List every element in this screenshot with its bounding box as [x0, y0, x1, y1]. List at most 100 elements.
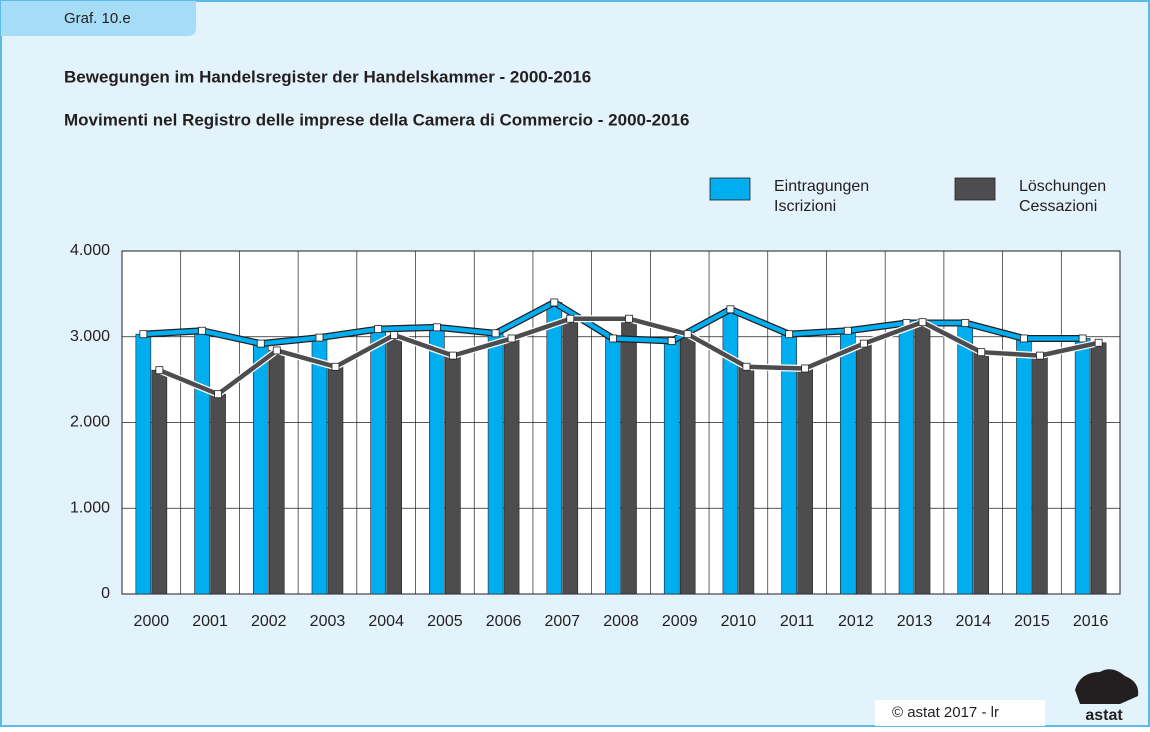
bar [856, 343, 872, 595]
tab [1, 1, 196, 36]
x-tick-label: 2012 [838, 613, 874, 630]
marker [315, 333, 324, 342]
bar [1032, 355, 1048, 595]
bar [503, 338, 520, 595]
bar [973, 351, 990, 595]
marker [566, 314, 575, 323]
x-tick-label: 2013 [897, 613, 933, 630]
marker [742, 362, 751, 371]
y-tick-label: 1.000 [70, 499, 110, 516]
x-tick-label: 2007 [544, 613, 580, 630]
marker [961, 319, 970, 327]
marker [918, 318, 927, 327]
marker [977, 348, 986, 357]
x-tick-label: 2003 [310, 613, 346, 630]
bar [311, 337, 328, 595]
bar [135, 333, 152, 595]
x-tick-label: 2004 [368, 613, 404, 630]
marker [198, 326, 206, 335]
legend-swatch [709, 177, 751, 201]
bar [151, 369, 168, 595]
marker [801, 364, 810, 373]
marker [374, 325, 383, 333]
marker [448, 351, 457, 360]
marker [667, 337, 676, 345]
legend-label: Eintragungen [774, 178, 869, 195]
bar [370, 328, 386, 595]
bar [252, 343, 269, 595]
x-tick-label: 2014 [955, 613, 991, 630]
bar [914, 321, 931, 595]
x-tick-label: 2008 [603, 613, 639, 630]
marker [256, 339, 265, 348]
marker [726, 305, 735, 314]
marker [683, 330, 692, 339]
marker [272, 346, 281, 355]
x-tick-label: 2010 [721, 613, 757, 630]
marker [1094, 338, 1103, 347]
bar [605, 338, 621, 595]
marker [214, 390, 222, 399]
marker [507, 334, 516, 343]
x-tick-label: 2005 [427, 613, 463, 630]
bar [679, 333, 696, 595]
legend-label: Iscrizioni [774, 198, 836, 215]
marker [390, 331, 399, 339]
x-tick-label: 2006 [486, 613, 522, 630]
marker [1020, 334, 1028, 343]
marker [609, 334, 617, 343]
bar [898, 322, 915, 595]
bar [386, 334, 402, 595]
x-tick-label: 2001 [192, 613, 228, 630]
x-tick-label: 2002 [251, 613, 287, 630]
bar [621, 318, 637, 595]
legend-swatch [954, 177, 996, 201]
legend-label: Löschungen [1019, 178, 1106, 195]
bar [797, 368, 813, 595]
bar [429, 327, 445, 595]
x-tick-label: 2009 [662, 613, 698, 630]
marker [491, 329, 500, 338]
bar [546, 302, 563, 595]
bar [445, 355, 461, 595]
bar [194, 330, 210, 595]
bar [663, 340, 680, 595]
marker [155, 366, 164, 375]
legend-label: Cessazioni [1019, 198, 1097, 215]
x-tick-label: 2016 [1073, 613, 1109, 630]
bar [327, 366, 344, 595]
chart-subtitle: Movimenti nel Registro delle imprese del… [64, 110, 689, 129]
bar [487, 333, 504, 595]
logo: astat [1085, 707, 1123, 724]
credit: © astat 2017 - lr [892, 704, 999, 721]
y-tick-label: 0 [101, 585, 110, 602]
marker [550, 298, 559, 307]
marker [139, 330, 148, 339]
marker [1036, 351, 1044, 360]
bar [738, 366, 755, 595]
marker [859, 339, 868, 348]
x-tick-label: 2011 [780, 613, 815, 630]
bar [268, 350, 285, 595]
bar [1016, 338, 1032, 595]
credit-box [875, 700, 1045, 726]
marker [1078, 334, 1087, 343]
tab-label: Graf. 10.e [64, 10, 131, 27]
chart-title: Bewegungen im Handelsregister der Handel… [64, 67, 591, 86]
bar [957, 322, 974, 595]
bar [781, 333, 797, 595]
marker [843, 326, 852, 335]
bar [210, 393, 226, 595]
marker [432, 323, 441, 332]
marker [625, 314, 633, 323]
bar [840, 330, 856, 595]
marker [785, 330, 794, 339]
y-tick-label: 3.000 [70, 328, 110, 345]
bar [1090, 342, 1107, 595]
marker [331, 362, 340, 371]
bar [562, 318, 579, 595]
logo-shape [1075, 669, 1139, 704]
x-tick-label: 2015 [1014, 613, 1050, 630]
bar [1074, 338, 1091, 595]
y-tick-label: 4.000 [70, 242, 110, 259]
